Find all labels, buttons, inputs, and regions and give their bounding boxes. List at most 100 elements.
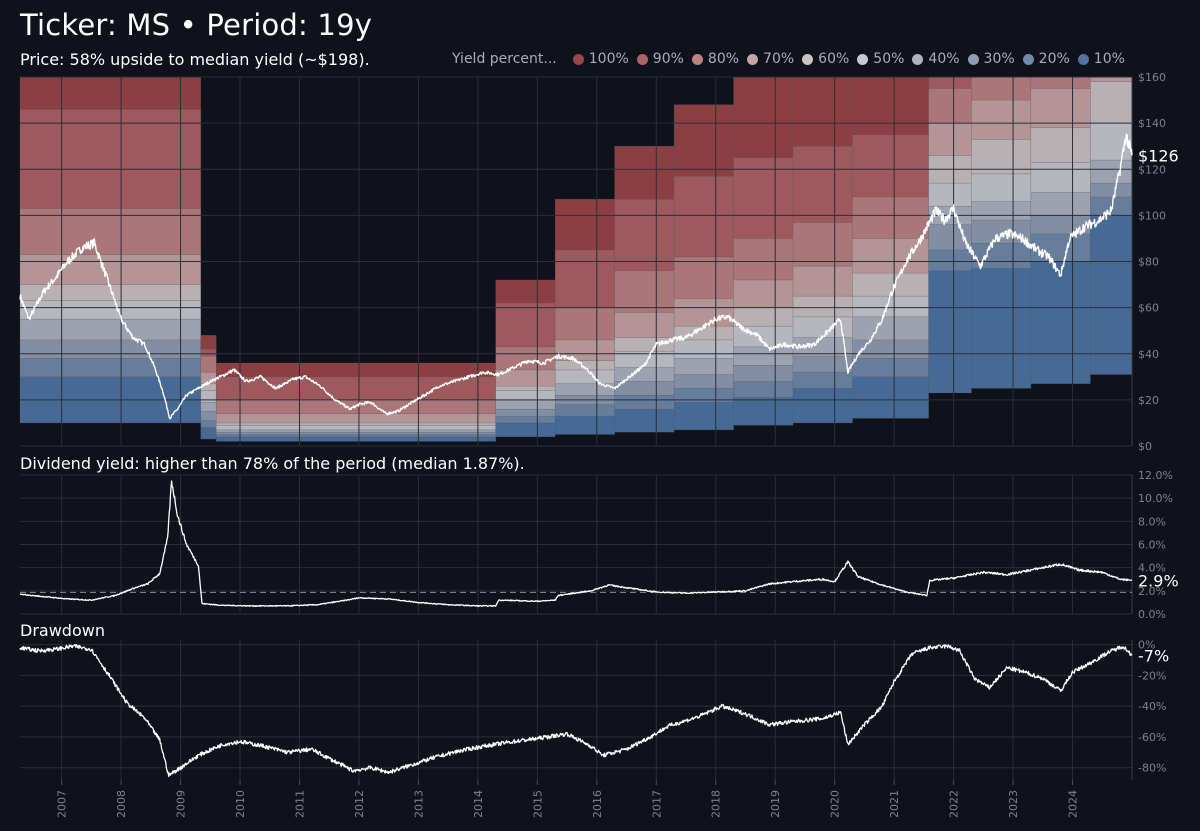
legend-label: 10% — [1093, 51, 1125, 67]
yield-band-60% — [495, 385, 556, 391]
x-tick-label: 2024 — [1067, 790, 1080, 818]
legend-label: 20% — [1038, 51, 1070, 67]
yield-band-20% — [733, 381, 794, 398]
yield-band-80% — [971, 76, 1032, 101]
yield-band-20% — [928, 249, 972, 272]
legend-swatch — [1077, 53, 1089, 65]
chart-subtitle: Price: 58% upside to median yield (~$198… — [20, 50, 370, 69]
legend-item-90[interactable]: 90% — [636, 51, 684, 67]
yield-band-40% — [1030, 192, 1091, 216]
yield-band-60% — [971, 138, 1032, 175]
yield-band-30% — [614, 381, 675, 396]
yield-band-10% — [1090, 215, 1133, 375]
drawdown-last-label: -7% — [1138, 646, 1169, 665]
yield-band-70% — [19, 254, 202, 285]
yield-band-40% — [19, 318, 202, 341]
y-tick-label: $0 — [1138, 440, 1152, 453]
y-tick-label: -20% — [1138, 669, 1166, 682]
yield-band-20% — [215, 434, 497, 438]
x-tick-label: 2014 — [472, 790, 485, 818]
yield-band-90% — [495, 302, 556, 348]
legend-item-40[interactable]: 40% — [912, 51, 960, 67]
yield-band-70% — [1030, 88, 1091, 129]
legend-item-20[interactable]: 20% — [1022, 51, 1070, 67]
yield-last-label: 2.9% — [1138, 571, 1179, 590]
yield-band-30% — [1090, 182, 1133, 198]
yield-band-40% — [852, 316, 929, 341]
legend-item-80[interactable]: 80% — [691, 51, 739, 67]
y-tick-label: -60% — [1138, 731, 1166, 744]
price-panel: $0 $20 $40 $60 $80 $100 $120 $140 $160 $126 — [19, 71, 1179, 453]
yield-band-80% — [200, 355, 217, 373]
legend-swatch — [802, 53, 814, 65]
yield-band-40% — [733, 346, 794, 366]
y-tick-label: 0.0% — [1138, 608, 1166, 621]
yield-band-60% — [733, 307, 794, 327]
legend-item-60[interactable]: 60% — [802, 51, 849, 67]
yield-panel: 0.0% 2.0% 4.0% 6.0% 8.0% 10.0% 12.0% 2.9% — [19, 469, 1179, 621]
legend-item-70[interactable]: 70% — [747, 51, 794, 67]
yield-band-100% — [215, 362, 497, 378]
x-tick-label: 2011 — [293, 790, 306, 818]
x-tick-label: 2016 — [591, 790, 604, 818]
yield-band-100% — [19, 76, 202, 110]
yield-band-80% — [215, 399, 497, 415]
yield-band-80% — [19, 208, 202, 255]
legend-swatch — [747, 53, 759, 65]
yield-band-20% — [19, 358, 202, 378]
yield-band-50% — [554, 369, 615, 385]
legend-swatch — [572, 53, 584, 65]
yield-band-10% — [852, 376, 929, 419]
yield-band-20% — [852, 358, 929, 378]
yield-band-90% — [673, 175, 734, 258]
legend-label: 70% — [763, 51, 795, 67]
yield-band-90% — [554, 249, 615, 308]
x-tick-label: 2021 — [888, 790, 901, 818]
yield-band-10% — [673, 401, 734, 431]
x-tick-label: 2013 — [412, 790, 425, 818]
y-tick-label: $20 — [1138, 394, 1159, 407]
yield-band-80% — [928, 88, 972, 124]
drawdown-line — [19, 644, 1133, 778]
yield-band-30% — [215, 431, 497, 435]
yield-band-20% — [495, 415, 556, 424]
yield-band-100% — [614, 145, 675, 200]
drawdown-panel-label: Drawdown — [20, 621, 105, 640]
yield-band-10% — [495, 422, 556, 438]
yield-band-40% — [614, 367, 675, 382]
yield-band-60% — [1090, 81, 1133, 124]
legend-swatch — [691, 53, 703, 65]
y-tick-label: $140 — [1138, 117, 1166, 130]
legend-item-30[interactable]: 30% — [967, 51, 1015, 67]
y-tick-label: 4.0% — [1138, 562, 1166, 575]
y-tick-label: $120 — [1138, 163, 1166, 176]
yield-band-50% — [495, 390, 556, 401]
y-tick-label: $60 — [1138, 302, 1159, 315]
yield-band-80% — [614, 270, 675, 313]
yield-band-40% — [215, 429, 497, 433]
legend-title: Yield percent... — [452, 51, 557, 67]
yield-band-80% — [792, 221, 853, 267]
legend-item-100[interactable]: 100% — [572, 51, 629, 67]
x-tick-label: 2008 — [115, 790, 128, 818]
y-tick-label: -80% — [1138, 762, 1166, 775]
y-tick-label: 8.0% — [1138, 515, 1166, 528]
yield-band-70% — [673, 298, 734, 327]
yield-band-60% — [215, 422, 497, 426]
yield-band-90% — [19, 108, 202, 209]
legend-item-10[interactable]: 10% — [1077, 51, 1125, 67]
yield-band-70% — [200, 371, 217, 385]
legend-item-50[interactable]: 50% — [857, 51, 904, 67]
yield-panel-label: Dividend yield: higher than 78% of the p… — [20, 454, 525, 473]
legend-label: 30% — [983, 51, 1015, 67]
yield-band-10% — [971, 268, 1032, 389]
yield-band-10% — [928, 270, 972, 394]
yield-band-40% — [1090, 159, 1133, 184]
yield-band-80% — [1030, 76, 1091, 89]
yield-band-70% — [215, 413, 497, 424]
legend-swatch — [636, 53, 648, 65]
yield-band-10% — [792, 388, 853, 424]
yield-band-100% — [852, 76, 929, 135]
yield-band-90% — [928, 76, 972, 89]
y-tick-label: $160 — [1138, 71, 1166, 84]
